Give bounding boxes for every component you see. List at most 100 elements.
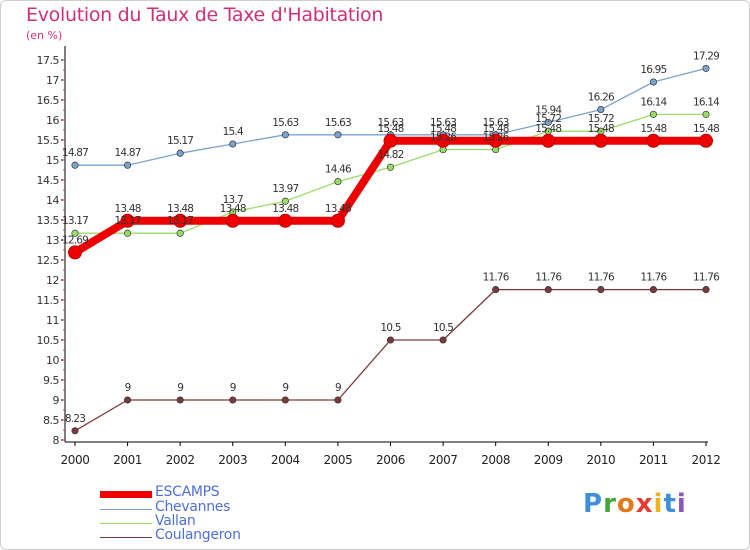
data-label: 13.48 bbox=[220, 203, 246, 215]
data-label: 13.7 bbox=[223, 194, 243, 206]
y-tick-label: 17 bbox=[46, 74, 59, 87]
data-label: 11.76 bbox=[640, 272, 667, 284]
data-label: 15.48 bbox=[640, 123, 666, 135]
data-label: 14.87 bbox=[62, 147, 88, 159]
data-label: 11.76 bbox=[693, 272, 720, 284]
data-point bbox=[597, 106, 605, 114]
data-label: 15.48 bbox=[588, 123, 614, 135]
data-label: 15.4 bbox=[223, 126, 244, 138]
data-label: 13.48 bbox=[167, 203, 193, 215]
data-label: 12.69 bbox=[62, 234, 88, 246]
data-label: 15.26 bbox=[430, 132, 457, 144]
data-label: 9 bbox=[125, 382, 131, 394]
y-tick-label: 12.5 bbox=[37, 254, 60, 267]
data-point bbox=[281, 197, 289, 205]
legend-label: ESCAMPS bbox=[155, 484, 220, 500]
data-label: 11.76 bbox=[588, 272, 615, 284]
x-tick-label: 2000 bbox=[61, 453, 90, 467]
legend-swatch bbox=[100, 509, 152, 510]
data-point bbox=[68, 245, 82, 260]
y-tick-label: 11 bbox=[46, 314, 59, 327]
data-label: 15.48 bbox=[483, 123, 509, 135]
unit-label: (en %) bbox=[26, 29, 63, 42]
y-tick-label: 11.5 bbox=[37, 294, 60, 307]
x-tick-label: 2006 bbox=[376, 453, 405, 467]
data-label: 15.63 bbox=[325, 117, 351, 129]
data-label: 9 bbox=[282, 382, 288, 394]
data-point bbox=[702, 64, 710, 72]
data-label: 9 bbox=[230, 382, 236, 394]
logo-letter: x bbox=[635, 489, 654, 519]
legend-swatch bbox=[100, 523, 152, 524]
data-point bbox=[176, 229, 184, 237]
x-tick-label: 2003 bbox=[218, 453, 247, 467]
data-label: 15.63 bbox=[483, 117, 509, 129]
logo-letter: r bbox=[603, 489, 617, 519]
data-point bbox=[124, 396, 132, 404]
logo-letter: i bbox=[653, 489, 664, 519]
data-label: 15.48 bbox=[693, 123, 719, 135]
legend-label: Coulangeron bbox=[155, 527, 241, 543]
data-point bbox=[173, 213, 188, 228]
data-label: 16.26 bbox=[588, 92, 615, 104]
data-label: 16.14 bbox=[640, 96, 667, 108]
y-tick-label: 15.5 bbox=[37, 134, 60, 147]
data-point bbox=[71, 229, 79, 237]
data-point bbox=[436, 133, 451, 148]
data-point bbox=[488, 133, 503, 148]
data-point bbox=[229, 140, 237, 148]
y-tick-label: 13 bbox=[46, 234, 59, 247]
data-point bbox=[699, 133, 713, 148]
legend-item-escamps: ESCAMPS bbox=[100, 484, 360, 502]
data-label: 14.82 bbox=[377, 149, 403, 161]
data-point bbox=[649, 110, 657, 118]
data-label: 13.17 bbox=[115, 215, 141, 227]
y-tick-label: 14 bbox=[46, 194, 59, 207]
legend-swatch bbox=[100, 491, 152, 498]
data-label: 13.48 bbox=[325, 203, 351, 215]
data-label: 8.23 bbox=[65, 413, 85, 425]
data-point bbox=[229, 396, 237, 404]
data-label: 15.63 bbox=[272, 117, 298, 129]
legend-item-coulangeron: Coulangeron bbox=[100, 527, 360, 545]
data-point bbox=[334, 396, 342, 404]
data-label: 15.63 bbox=[430, 117, 456, 129]
data-label: 15.94 bbox=[535, 104, 562, 116]
data-point bbox=[649, 78, 657, 86]
y-tick-label: 9.5 bbox=[43, 374, 59, 387]
data-label: 16.14 bbox=[693, 96, 720, 108]
data-label: 13.48 bbox=[272, 203, 298, 215]
data-point bbox=[225, 213, 240, 228]
legend-item-chevannes: Chevannes bbox=[100, 499, 360, 517]
logo-letter: t bbox=[663, 489, 677, 519]
data-point bbox=[649, 286, 657, 294]
data-point bbox=[702, 286, 710, 294]
data-point bbox=[334, 131, 342, 139]
y-tick-label: 14.5 bbox=[37, 174, 60, 187]
data-point bbox=[702, 110, 710, 118]
y-tick-label: 8.5 bbox=[43, 414, 59, 427]
y-tick-label: 17.5 bbox=[37, 54, 60, 67]
x-tick-label: 2002 bbox=[166, 453, 195, 467]
data-point bbox=[281, 131, 289, 139]
x-tick-label: 2009 bbox=[534, 453, 563, 467]
data-label: 11.76 bbox=[483, 272, 510, 284]
data-label: 13.17 bbox=[62, 215, 88, 227]
data-label: 14.46 bbox=[325, 164, 352, 176]
data-label: 15.48 bbox=[377, 123, 403, 135]
legend-label: Vallan bbox=[155, 513, 196, 529]
data-point bbox=[544, 286, 552, 294]
data-label: 11.76 bbox=[535, 272, 562, 284]
data-label: 15.48 bbox=[535, 123, 561, 135]
data-label: 14.87 bbox=[115, 147, 141, 159]
y-tick-label: 10.5 bbox=[37, 334, 60, 347]
y-tick-label: 9 bbox=[53, 394, 60, 407]
data-point bbox=[124, 229, 132, 237]
data-label: 15.72 bbox=[588, 113, 614, 125]
data-point bbox=[176, 396, 184, 404]
data-point bbox=[383, 133, 398, 148]
y-tick-label: 10 bbox=[46, 354, 59, 367]
data-point bbox=[71, 161, 79, 169]
y-tick-label: 16.5 bbox=[37, 94, 60, 107]
